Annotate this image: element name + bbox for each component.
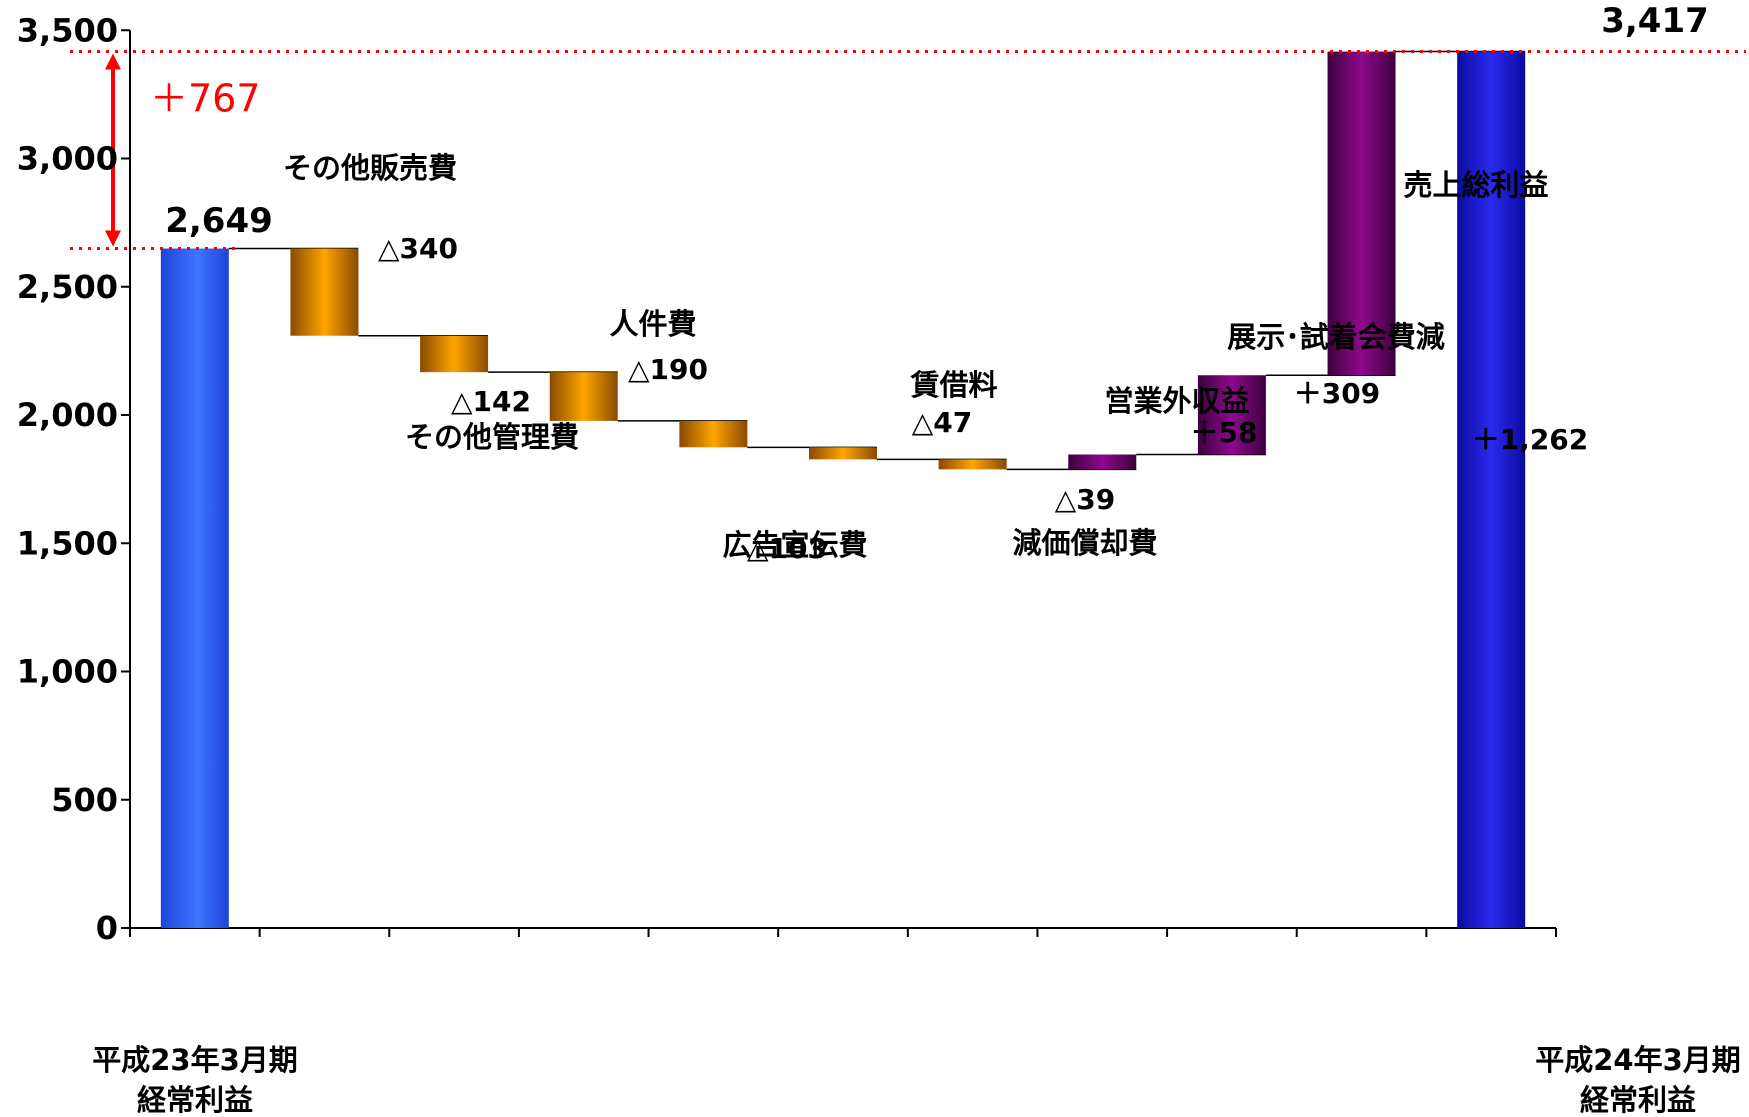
value-label-1: △340 [378, 232, 458, 265]
y-tick-label: 3,000 [17, 140, 118, 178]
bar-5 [809, 447, 877, 460]
value-label-9: ＋1,262 [1472, 423, 1589, 456]
category-label-10-0: 平成24年3月期 [1535, 1043, 1741, 1077]
y-tick-label: 1,500 [17, 524, 118, 562]
step-label-1: その他販売費 [283, 151, 457, 185]
step-label-5: 賃借料 [909, 368, 997, 402]
step-label-8: 展示･試着会費減 [1227, 320, 1445, 354]
y-tick-label: 2,000 [17, 396, 118, 434]
step-label-4: 広告宣伝費 [722, 528, 867, 562]
arrow-head-up-icon [105, 53, 121, 70]
value-label-6: △39 [1055, 483, 1116, 516]
step-label-6: 減価償却費 [1012, 526, 1157, 560]
bars-layer [70, 29, 1746, 937]
y-tick-label: 500 [51, 781, 118, 819]
value-label-5: △47 [912, 406, 973, 439]
arrow-head-down-icon [105, 230, 121, 247]
bar-9 [1327, 51, 1396, 376]
value-label-0: 2,649 [165, 201, 273, 241]
y-tick-label: 2,500 [17, 268, 118, 306]
value-label-2: △142 [451, 385, 531, 418]
bar-7 [1068, 454, 1137, 470]
category-label-0-0: 平成23年3月期 [92, 1043, 298, 1077]
difference-label: ＋767 [150, 77, 261, 121]
bar-3 [549, 372, 618, 421]
bar-8 [1197, 375, 1266, 455]
y-tick-label: 0 [96, 909, 118, 947]
category-label-0-1: 経常利益 [137, 1083, 253, 1117]
step-label-2: その他管理費 [405, 420, 579, 454]
value-label-3: △190 [628, 353, 708, 386]
step-label-3: 人件費 [609, 307, 696, 341]
value-label-4: △103 [747, 532, 827, 565]
bar-1 [290, 248, 359, 336]
bar-0 [160, 248, 229, 928]
labels-layer: 0 500 1,000 1,500 2,000 2,500 3,000 3,500 ＋767 2,… [17, 1, 1741, 1117]
value-label-10: 3,417 [1601, 1, 1709, 41]
bar-6 [938, 459, 1007, 470]
bar-10 [1457, 51, 1526, 929]
step-label-7: 営業外収益 [1104, 384, 1249, 418]
bar-2 [420, 335, 489, 373]
y-tick-label: 1,000 [17, 653, 118, 691]
step-label-9: 売上総利益 [1403, 168, 1548, 202]
y-tick-label: 3,500 [17, 11, 118, 49]
category-label-10-1: 経常利益 [1580, 1083, 1696, 1117]
value-label-7: ＋58 [1191, 416, 1258, 449]
value-label-8: ＋309 [1294, 377, 1380, 410]
bar-4 [679, 420, 748, 448]
